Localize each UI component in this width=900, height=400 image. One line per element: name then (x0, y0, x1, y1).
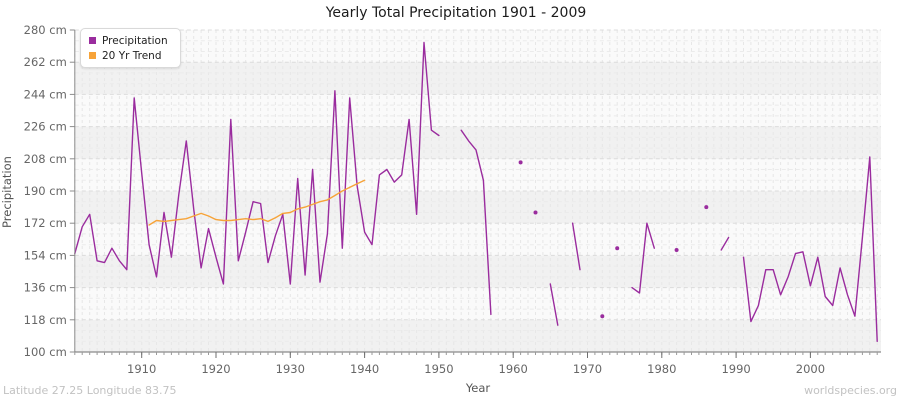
trend-series-swatch-icon (89, 52, 96, 59)
svg-text:1940: 1940 (350, 362, 379, 376)
legend-item-label: 20 Yr Trend (102, 49, 162, 62)
svg-text:136 cm: 136 cm (24, 281, 67, 295)
svg-text:208 cm: 208 cm (24, 152, 67, 166)
svg-text:1970: 1970 (573, 362, 602, 376)
coordinates-caption: Latitude 27.25 Longitude 83.75 (3, 384, 177, 397)
svg-text:1910: 1910 (127, 362, 156, 376)
svg-text:1990: 1990 (721, 362, 750, 376)
svg-text:226 cm: 226 cm (24, 120, 67, 134)
svg-text:2000: 2000 (796, 362, 825, 376)
legend-item-label: Precipitation (102, 34, 168, 47)
svg-text:1980: 1980 (647, 362, 676, 376)
chart-title: Yearly Total Precipitation 1901 - 2009 (325, 5, 587, 21)
y-axis-title: Precipitation (0, 156, 14, 228)
svg-text:100 cm: 100 cm (24, 345, 67, 359)
svg-text:262 cm: 262 cm (24, 55, 67, 69)
svg-text:280 cm: 280 cm (24, 23, 67, 37)
legend-item-trend[interactable]: 20 Yr Trend (89, 48, 168, 63)
legend-item-precipitation[interactable]: Precipitation (89, 33, 168, 48)
precipitation-series-swatch-icon (89, 37, 96, 44)
svg-text:1920: 1920 (201, 362, 230, 376)
svg-text:172 cm: 172 cm (24, 216, 67, 230)
svg-text:118 cm: 118 cm (24, 313, 67, 327)
svg-text:1950: 1950 (424, 362, 453, 376)
x-axis-title: Year (465, 381, 491, 395)
svg-text:190 cm: 190 cm (24, 184, 67, 198)
svg-text:1930: 1930 (276, 362, 305, 376)
svg-text:154 cm: 154 cm (24, 248, 67, 262)
svg-text:244 cm: 244 cm (24, 87, 67, 101)
watermark-caption: worldspecies.org (804, 384, 897, 397)
legend-box: Precipitation 20 Yr Trend (80, 28, 181, 68)
svg-text:1960: 1960 (499, 362, 528, 376)
